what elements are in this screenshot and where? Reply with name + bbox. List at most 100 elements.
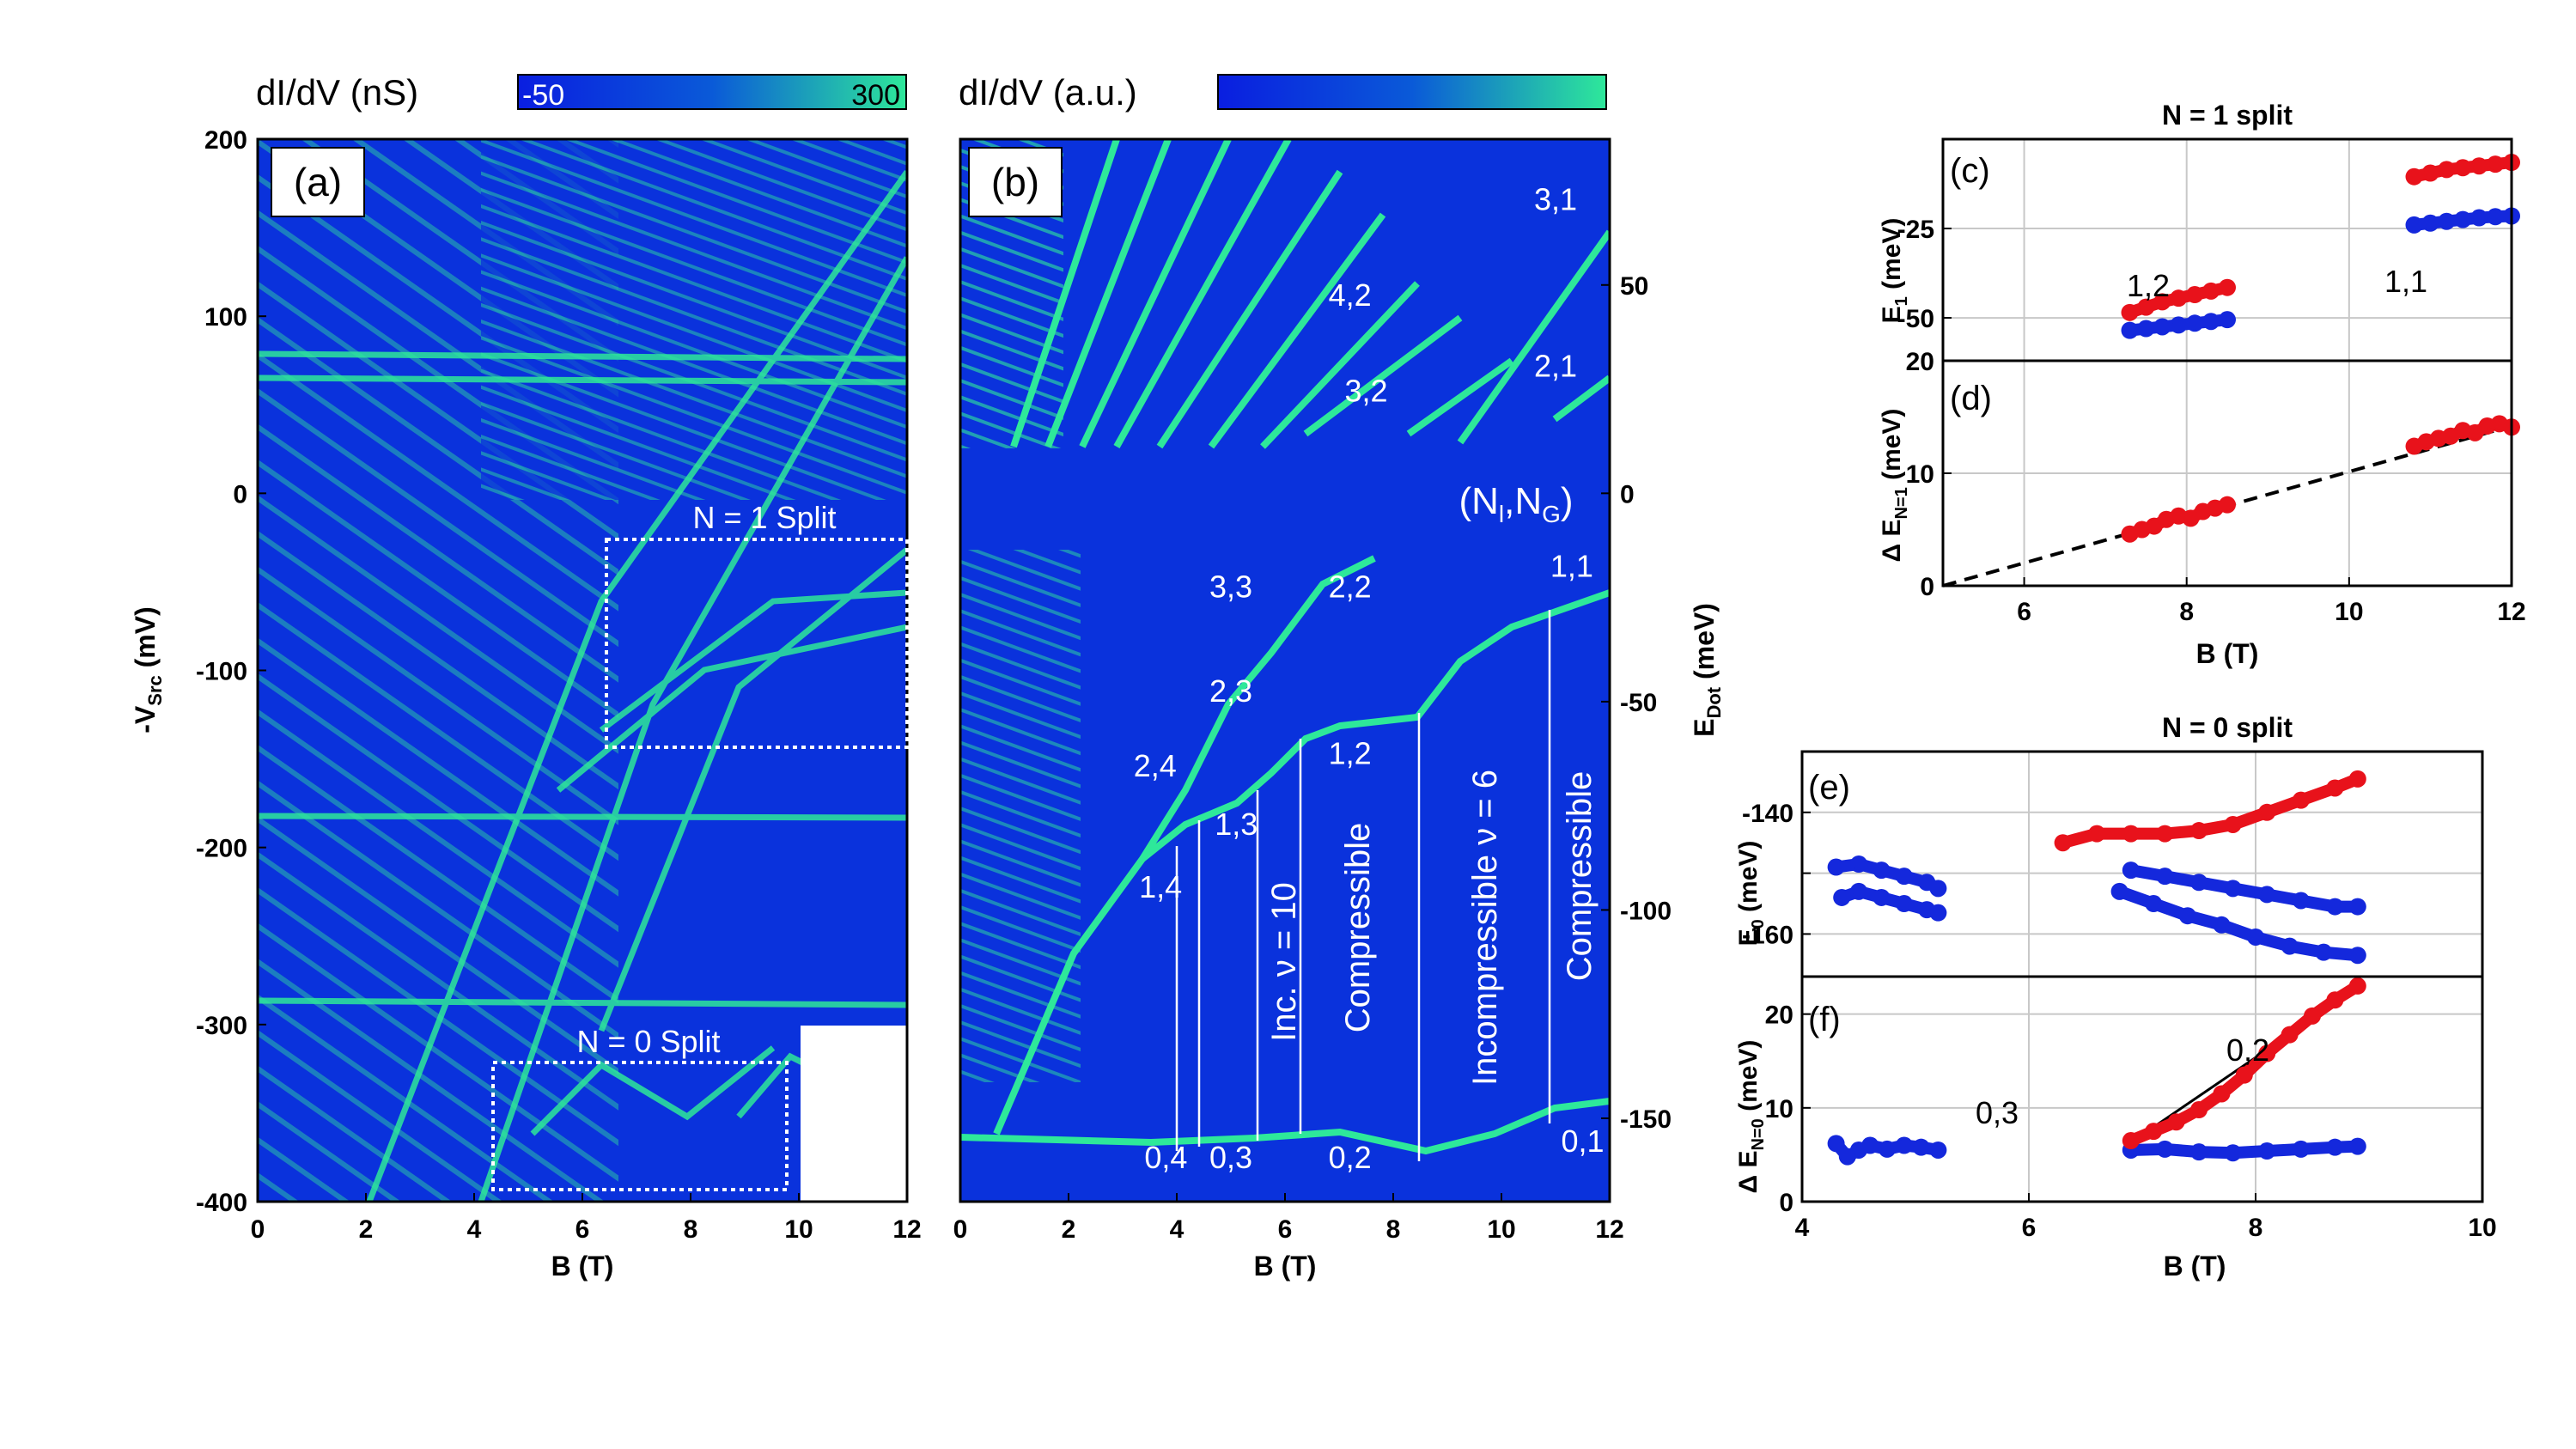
region-incompressible-nu6: Incompressible ν = 6 [1466,770,1504,1086]
y-tick-label: -160 [1742,921,1793,949]
panel-d: 20 10 0 6 8 10 12 (d) Δ EN=1 (meV) B (T) [1878,348,2526,669]
y-tick-label-a: -300 [196,1012,247,1040]
x-tick-label-a: 0 [251,1215,265,1244]
x-label-b: B (T) [1254,1251,1317,1282]
y-tick-label-a: 100 [204,303,247,332]
series-segment [2294,782,2342,807]
y-tick-label: 20 [1765,1002,1793,1030]
y-tick-label-b: -50 [1620,689,1657,717]
x-tick-label-b: 12 [1595,1215,1623,1244]
y-tick-label: -50 [1897,305,1934,333]
y-tick-label: 20 [1906,348,1934,376]
y-label-e: E0 (meV) [1734,841,1768,947]
y-tick-label: -25 [1897,216,1934,244]
level-label: 1,2 [1329,736,1372,771]
level-label: 3,3 [1209,569,1252,605]
y-label-a: -VSrc (mV) [130,606,166,733]
box-n1-split [605,538,909,749]
panel-c: N = 1 split -25 -50 (c) E1 (meV) 1,2 1,1 [1878,100,2520,362]
heatmap-b [960,139,1610,1202]
panel-f-letter: (f) [1808,1001,1841,1038]
panel-b: dI/dV (a.u.) [953,72,1725,1282]
x-tick-label: 10 [2335,598,2363,626]
series-segment [2208,498,2233,514]
level-label: 1,3 [1215,807,1258,842]
x-tick-label-b: 0 [953,1215,968,1244]
level-label: 0,1 [1561,1123,1604,1159]
y-tick-label: 10 [1906,460,1934,489]
y-tick-label: 10 [1765,1095,1793,1123]
level-label: 1,1 [1550,548,1593,583]
series-segment [2205,314,2233,328]
region-compressible-2: Compressible [1561,771,1599,982]
y-label-f: Δ EN=0 (meV) [1734,1040,1768,1194]
y-tick-label-a: 200 [204,126,247,155]
y-axis-b: 50 0 -50 -100 -150 [1601,272,1672,1134]
series-segment [2113,885,2160,910]
y-tick-label-a: 0 [233,480,247,508]
blank-region-a [801,1026,907,1202]
region-compressible-1: Compressible [1339,823,1377,1033]
colorbar-a-min: -50 [522,79,564,112]
panel-e-letter: (e) [1808,769,1850,807]
series-segment [2215,918,2262,943]
level-label: 2,1 [1534,349,1577,384]
series-segment [2493,417,2518,434]
panel-e: N = 0 split -140-150-160 (e) E0 (meV) [1734,712,2484,978]
y-axis-a: 200 100 0 -100 -200 -300 -400 [196,126,266,1217]
level-label: 3,1 [1534,181,1577,216]
level-label: 1,4 [1139,869,1182,904]
x-tick-label-a: 10 [784,1215,813,1244]
level-label: 4,2 [1329,277,1372,313]
y-tick-label-b: 0 [1620,480,1635,508]
panel-f: 20 10 04 6 8 10 (f) Δ EN=0 (meV) 0,3 0,2 B (T… [1734,975,2497,1282]
panel-c-title: N = 1 split [2162,100,2293,131]
x-tick-label: 8 [2249,1214,2263,1242]
series-segment [2147,898,2194,922]
y-tick-label-a: -100 [196,658,247,686]
x-label-f: B (T) [2164,1251,2226,1282]
level-label: 2,3 [1209,673,1252,709]
panel-a: dI/dV (nS) -50 300 ( [130,72,922,1282]
series-segment [2329,979,2364,1007]
label-f-02: 0,2 [2226,1032,2269,1068]
x-tick-label: 12 [2497,598,2525,626]
box-n0-split [491,1061,789,1191]
level-label: 2,4 [1134,748,1177,783]
series-segment [1921,876,1945,895]
x-tick-label: 6 [2017,598,2031,626]
panel-a-letter: (a) [294,160,342,204]
series-segment [2205,281,2233,297]
x-tick-label-a: 12 [892,1215,921,1244]
series-segment [1915,1141,1945,1156]
colorbar-a [517,74,907,110]
series-segment [2329,1140,2364,1154]
boundary-lines-b [1175,610,1551,1161]
level-label: 0,4 [1144,1140,1187,1175]
label-c-11: 1,1 [2384,264,2427,299]
x-label-a: B (T) [551,1251,614,1282]
x-tick-label-b: 6 [1278,1215,1293,1244]
series-segment [2317,946,2364,962]
plot-frame-f [1800,975,2484,1203]
y-tick-label-a: -200 [196,835,247,863]
series-segment [2261,794,2307,819]
series-segment [2329,772,2364,795]
colorbar-b-title: dI/dV (a.u.) [959,72,1137,113]
letter-box-b [968,147,1063,217]
box-n1-label: N = 1 Split [692,500,836,535]
x-tick-label-b: 2 [1062,1215,1076,1244]
panel-c-letter: (c) [1950,152,1990,190]
x-tick-label-b: 8 [1386,1215,1401,1244]
colorbar-b [1217,74,1607,110]
y-label-b: EDot (meV) [1689,603,1725,737]
heatmap-a [258,139,907,1202]
colorbar-a-title: dI/dV (nS) [256,72,418,113]
x-tick-label-a: 2 [359,1215,374,1244]
y-label-c: E1 (meV) [1878,218,1911,324]
series-segment [2489,156,2518,171]
y-tick-label-b: 50 [1620,272,1648,301]
box-n0-label: N = 0 Split [576,1024,720,1059]
x-tick-label-a: 4 [467,1215,482,1244]
colorbar-a-max: 300 [851,79,900,112]
